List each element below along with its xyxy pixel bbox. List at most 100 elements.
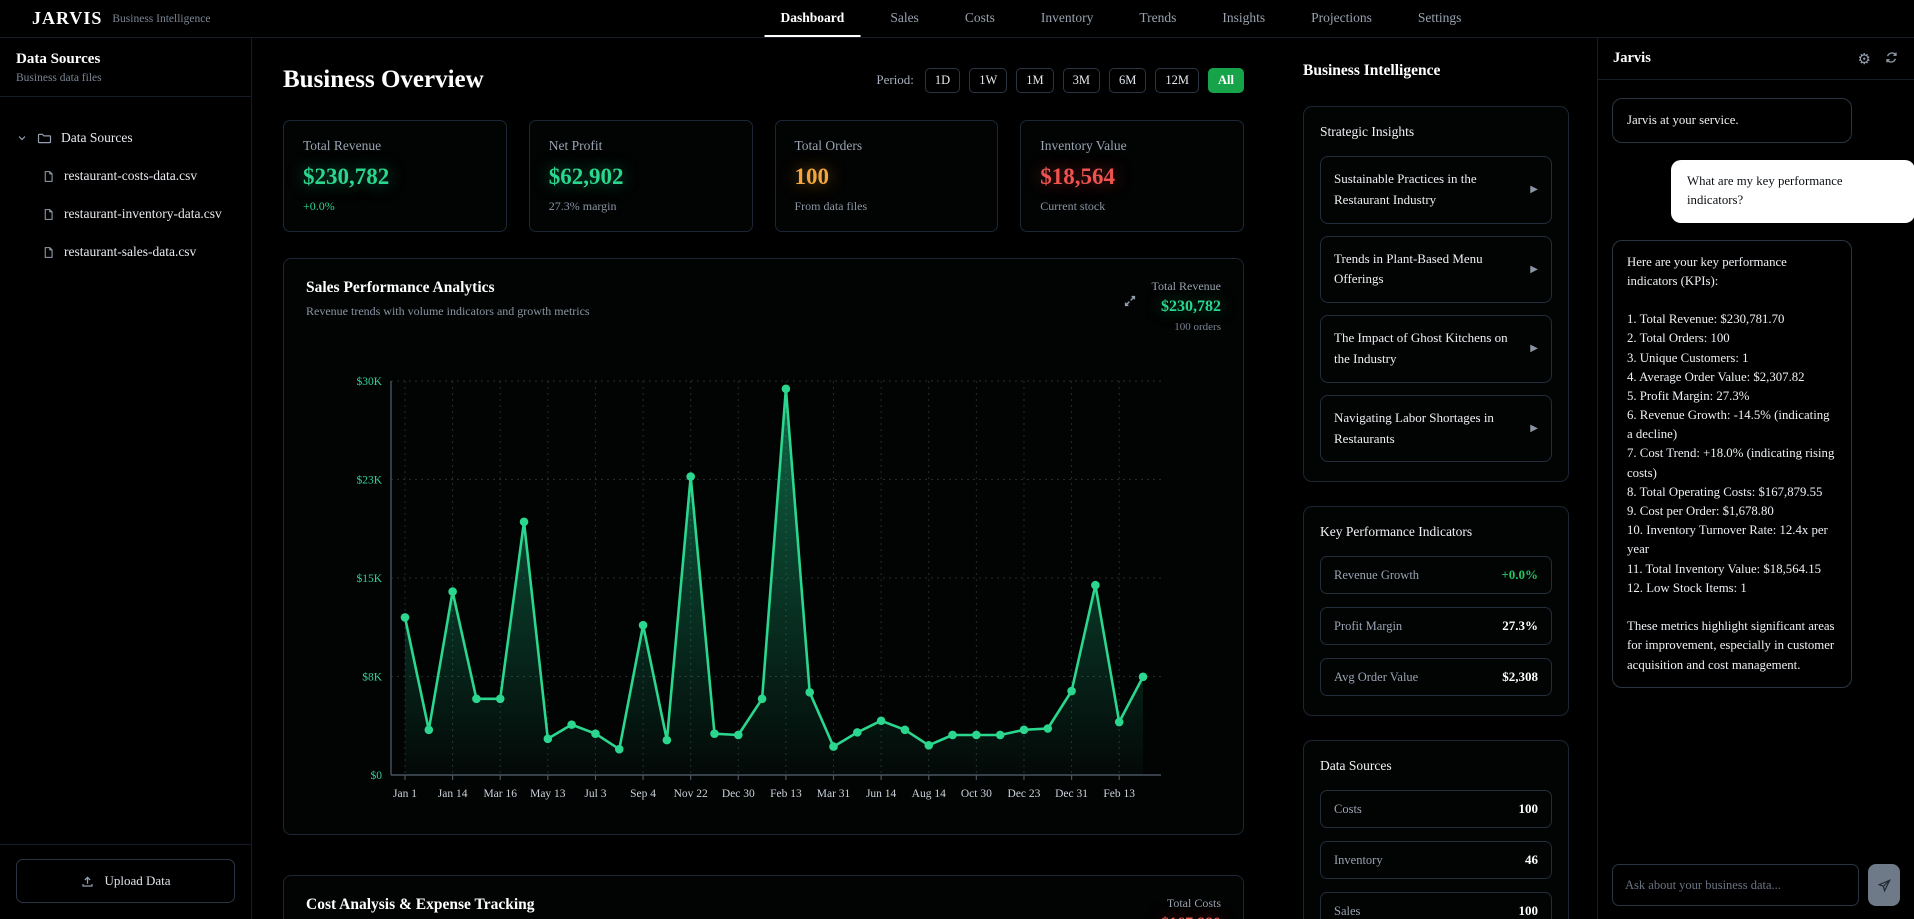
sales-chart-title: Sales Performance Analytics bbox=[306, 279, 590, 297]
chevron-down-icon bbox=[16, 132, 28, 144]
play-triangle-icon: ▶ bbox=[1530, 423, 1538, 434]
business-intelligence-column: Business Intelligence Strategic Insights… bbox=[1275, 38, 1587, 919]
svg-text:$8K: $8K bbox=[362, 671, 383, 684]
insight-item-ghost-kitchens[interactable]: The Impact of Ghost Kitchens on the Indu… bbox=[1320, 315, 1552, 383]
stat-value: 100 bbox=[1519, 903, 1539, 919]
svg-text:Nov 22: Nov 22 bbox=[674, 788, 708, 800]
send-button[interactable] bbox=[1868, 864, 1900, 906]
tree-file-inventory[interactable]: restaurant-inventory-data.csv bbox=[10, 195, 241, 233]
kpi-subtext: From data files bbox=[795, 199, 979, 214]
upload-label: Upload Data bbox=[104, 873, 170, 889]
kpi-label: Inventory Value bbox=[1040, 138, 1224, 154]
sales-chart-subtitle: Revenue trends with volume indicators an… bbox=[306, 304, 590, 319]
source-row-inventory: Inventory 46 bbox=[1320, 841, 1552, 879]
upload-icon bbox=[80, 874, 95, 889]
period-button-1m[interactable]: 1M bbox=[1016, 68, 1053, 93]
tab-inventory[interactable]: Inventory bbox=[1025, 0, 1109, 37]
svg-text:Dec 30: Dec 30 bbox=[722, 788, 755, 800]
nav-tabs: Dashboard Sales Costs Inventory Trends I… bbox=[765, 0, 1478, 37]
svg-text:$23K: $23K bbox=[356, 474, 382, 487]
sidebar-header: Data Sources Business data files bbox=[0, 38, 251, 97]
page-title: Business Overview bbox=[283, 66, 484, 94]
insight-item-labor-shortages[interactable]: Navigating Labor Shortages in Restaurant… bbox=[1320, 395, 1552, 463]
svg-text:Mar 16: Mar 16 bbox=[483, 788, 517, 800]
insight-item-sustainable-practices[interactable]: Sustainable Practices in the Restaurant … bbox=[1320, 156, 1552, 224]
data-sources-card-title: Data Sources bbox=[1320, 758, 1552, 774]
key-performance-indicators-card: Key Performance Indicators Revenue Growt… bbox=[1303, 506, 1569, 716]
dashboard-main: Business Overview Period: 1D 1W 1M 3M 6M… bbox=[252, 38, 1275, 919]
period-button-6m[interactable]: 6M bbox=[1109, 68, 1146, 93]
revenue-line-chart[interactable]: $0$8K$15K$23K$30KJan 1Jan 14Mar 16May 13… bbox=[306, 347, 1223, 817]
stat-label: Profit Margin bbox=[1334, 619, 1402, 634]
insight-item-plant-based-trends[interactable]: Trends in Plant-Based Menu Offerings ▶ bbox=[1320, 236, 1552, 304]
sidebar-footer: Upload Data bbox=[0, 844, 251, 919]
tree-file-costs[interactable]: restaurant-costs-data.csv bbox=[10, 157, 241, 195]
svg-text:Mar 31: Mar 31 bbox=[817, 788, 851, 800]
play-triangle-icon: ▶ bbox=[1530, 264, 1538, 275]
chat-settings-button[interactable]: ⚙ bbox=[1858, 50, 1871, 68]
stat-label: Revenue Growth bbox=[1334, 568, 1419, 583]
svg-text:Feb 13: Feb 13 bbox=[1103, 788, 1135, 800]
chart-summary-value: $230,782 bbox=[1152, 298, 1221, 316]
tree-file-label: restaurant-inventory-data.csv bbox=[64, 206, 222, 222]
cost-summary-value: $167,880 bbox=[1161, 915, 1221, 919]
period-button-3m[interactable]: 3M bbox=[1063, 68, 1100, 93]
kpi-cards-row: Total Revenue $230,782 +0.0% Net Profit … bbox=[283, 120, 1244, 232]
insight-label: Navigating Labor Shortages in Restaurant… bbox=[1334, 408, 1522, 450]
bi-title: Business Intelligence bbox=[1303, 62, 1569, 80]
tree-file-sales[interactable]: restaurant-sales-data.csv bbox=[10, 233, 241, 271]
svg-text:Jan 14: Jan 14 bbox=[438, 788, 468, 800]
period-selector: Period: 1D 1W 1M 3M 6M 12M All bbox=[876, 68, 1244, 93]
kpi-subtext: +0.0% bbox=[303, 199, 487, 214]
tree-folder-data-sources[interactable]: Data Sources bbox=[10, 119, 241, 157]
svg-text:May 13: May 13 bbox=[530, 788, 566, 800]
sidebar-title: Data Sources bbox=[16, 51, 235, 68]
user-message-text: What are my key performance indicators? bbox=[1687, 174, 1843, 207]
kpi-label: Total Orders bbox=[795, 138, 979, 154]
tab-settings[interactable]: Settings bbox=[1402, 0, 1478, 37]
tab-trends[interactable]: Trends bbox=[1123, 0, 1192, 37]
kpi-row-avg-order-value: Avg Order Value $2,308 bbox=[1320, 658, 1552, 696]
tab-projections[interactable]: Projections bbox=[1295, 0, 1388, 37]
kpi-label: Total Revenue bbox=[303, 138, 487, 154]
send-paper-plane-icon bbox=[1877, 878, 1892, 893]
brand-subtitle: Business Intelligence bbox=[112, 13, 210, 25]
tree-folder-label: Data Sources bbox=[61, 130, 133, 146]
file-icon bbox=[42, 208, 55, 221]
svg-text:Aug 14: Aug 14 bbox=[912, 788, 946, 800]
cost-analysis-panel: Cost Analysis & Expense Tracking Total C… bbox=[283, 875, 1244, 919]
folder-icon bbox=[37, 131, 52, 146]
period-button-all[interactable]: All bbox=[1208, 68, 1244, 93]
svg-text:$15K: $15K bbox=[356, 572, 382, 585]
chat-input-bar bbox=[1612, 864, 1900, 906]
stat-label: Sales bbox=[1334, 904, 1360, 919]
kpi-card-title: Key Performance Indicators bbox=[1320, 524, 1552, 540]
cost-chart-title: Cost Analysis & Expense Tracking bbox=[306, 896, 535, 914]
kpi-card-net-profit: Net Profit $62,902 27.3% margin bbox=[529, 120, 753, 232]
tab-sales[interactable]: Sales bbox=[874, 0, 935, 37]
stat-value: $2,308 bbox=[1502, 669, 1538, 685]
period-button-1d[interactable]: 1D bbox=[925, 68, 960, 93]
stat-label: Inventory bbox=[1334, 853, 1383, 868]
kpi-row-revenue-growth: Revenue Growth +0.0% bbox=[1320, 556, 1552, 594]
expand-chart-button[interactable] bbox=[1122, 293, 1138, 312]
period-button-1w[interactable]: 1W bbox=[969, 68, 1007, 93]
file-tree: Data Sources restaurant-costs-data.csv r… bbox=[0, 97, 251, 293]
chat-input[interactable] bbox=[1612, 864, 1859, 906]
kpi-value: $62,902 bbox=[549, 164, 733, 190]
bot-message-text: Here are your key performance indicators… bbox=[1627, 255, 1835, 672]
period-button-12m[interactable]: 12M bbox=[1155, 68, 1199, 93]
tab-insights[interactable]: Insights bbox=[1206, 0, 1281, 37]
jarvis-chat-panel: Jarvis ⚙ Jarvis at your service. What ar… bbox=[1597, 38, 1914, 919]
chat-refresh-button[interactable] bbox=[1884, 50, 1899, 68]
tab-costs[interactable]: Costs bbox=[949, 0, 1011, 37]
chat-title: Jarvis bbox=[1613, 50, 1651, 67]
svg-text:Oct 30: Oct 30 bbox=[961, 788, 992, 800]
chart-summary-sub: 100 orders bbox=[1152, 321, 1221, 333]
kpi-value: 100 bbox=[795, 164, 979, 190]
upload-data-button[interactable]: Upload Data bbox=[16, 859, 235, 903]
tab-dashboard[interactable]: Dashboard bbox=[765, 0, 861, 37]
file-icon bbox=[42, 170, 55, 183]
gear-icon: ⚙ bbox=[1858, 50, 1871, 68]
kpi-card-total-orders: Total Orders 100 From data files bbox=[775, 120, 999, 232]
